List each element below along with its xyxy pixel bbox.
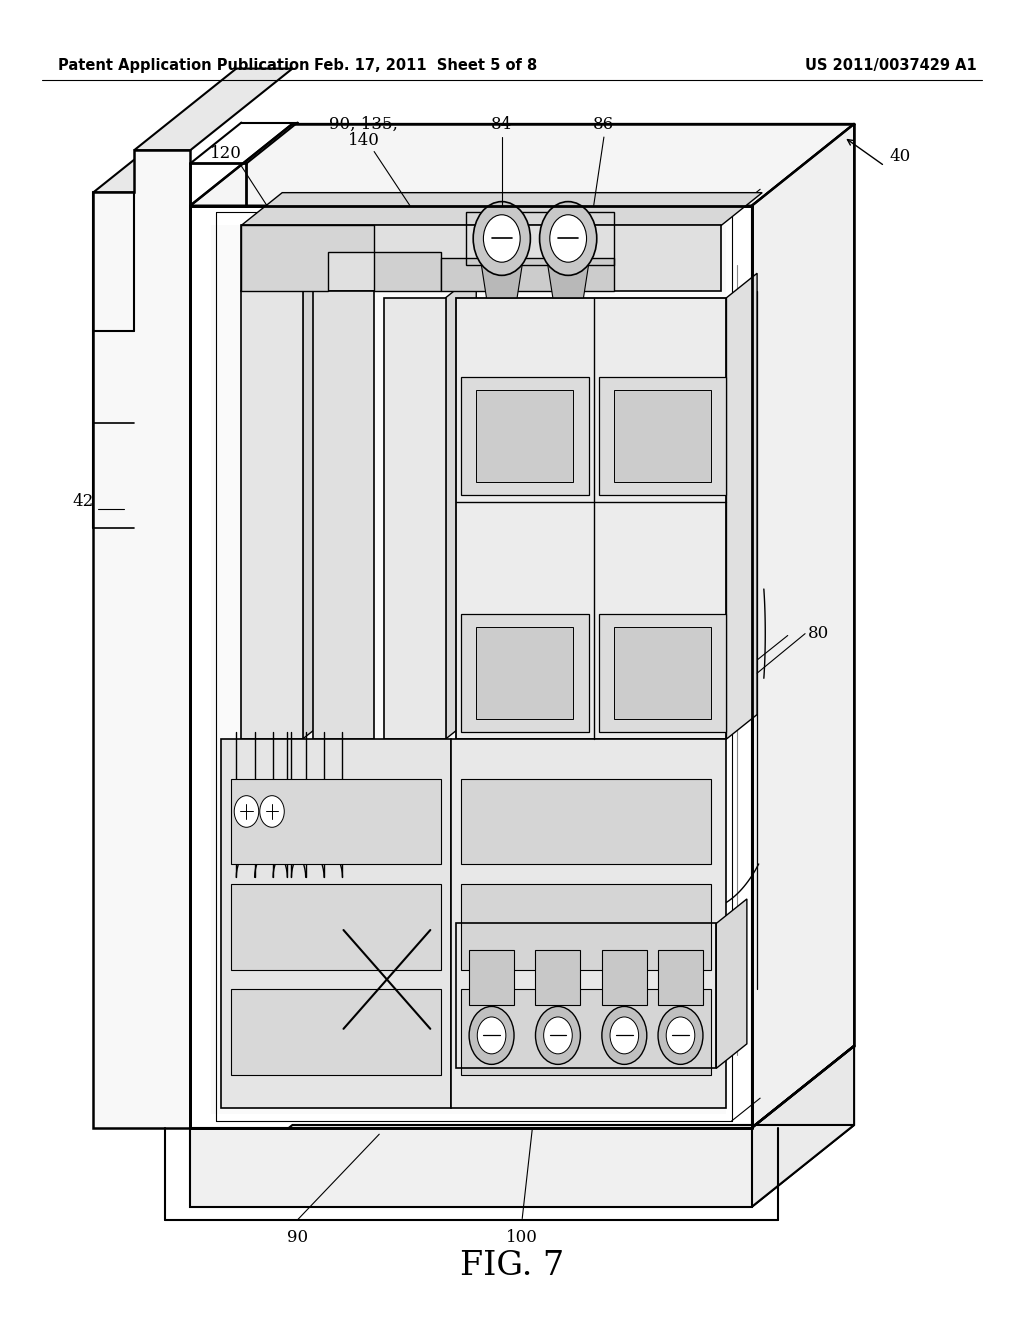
Polygon shape xyxy=(469,950,514,1005)
Polygon shape xyxy=(231,989,440,1074)
Circle shape xyxy=(483,215,520,263)
Polygon shape xyxy=(461,376,589,495)
Polygon shape xyxy=(231,779,440,865)
Polygon shape xyxy=(536,950,581,1005)
Circle shape xyxy=(610,1016,639,1053)
Polygon shape xyxy=(614,627,711,719)
Polygon shape xyxy=(461,614,589,733)
Polygon shape xyxy=(461,779,711,865)
Polygon shape xyxy=(614,389,711,482)
Text: 90, 135,: 90, 135, xyxy=(330,116,398,133)
Text: FIG. 7: FIG. 7 xyxy=(460,1250,564,1282)
Polygon shape xyxy=(451,739,726,1107)
Polygon shape xyxy=(313,292,374,739)
Polygon shape xyxy=(190,1125,854,1206)
Text: 90: 90 xyxy=(287,1229,308,1246)
Circle shape xyxy=(667,1016,695,1053)
Polygon shape xyxy=(658,950,702,1005)
Polygon shape xyxy=(752,124,854,1127)
Circle shape xyxy=(658,1006,702,1064)
Polygon shape xyxy=(190,124,854,206)
Circle shape xyxy=(536,1006,581,1064)
Polygon shape xyxy=(476,627,573,719)
Polygon shape xyxy=(752,1045,854,1206)
Polygon shape xyxy=(134,69,293,150)
Polygon shape xyxy=(440,259,614,292)
Text: 40: 40 xyxy=(890,148,911,165)
Polygon shape xyxy=(461,884,711,970)
Text: US 2011/0037429 A1: US 2011/0037429 A1 xyxy=(805,58,977,73)
Polygon shape xyxy=(303,263,338,739)
Polygon shape xyxy=(456,298,726,739)
Polygon shape xyxy=(190,1127,752,1206)
Polygon shape xyxy=(242,226,721,292)
Polygon shape xyxy=(93,150,190,1127)
Text: 100: 100 xyxy=(506,1229,539,1246)
Polygon shape xyxy=(374,252,440,292)
Circle shape xyxy=(550,215,587,263)
Polygon shape xyxy=(726,273,757,739)
Polygon shape xyxy=(548,265,589,298)
Circle shape xyxy=(473,202,530,276)
Polygon shape xyxy=(93,111,237,193)
Polygon shape xyxy=(221,739,451,1107)
Polygon shape xyxy=(211,226,726,1114)
Polygon shape xyxy=(602,950,647,1005)
Text: 42: 42 xyxy=(72,494,93,511)
Circle shape xyxy=(477,1016,506,1053)
Circle shape xyxy=(540,202,597,276)
Polygon shape xyxy=(599,614,726,733)
Polygon shape xyxy=(242,193,762,226)
Polygon shape xyxy=(476,389,573,482)
Circle shape xyxy=(234,796,259,828)
Text: 80: 80 xyxy=(808,626,829,642)
Text: Feb. 17, 2011  Sheet 5 of 8: Feb. 17, 2011 Sheet 5 of 8 xyxy=(313,58,537,73)
Text: 140: 140 xyxy=(348,132,380,149)
Polygon shape xyxy=(461,989,711,1074)
Circle shape xyxy=(469,1006,514,1064)
Text: 86: 86 xyxy=(593,116,614,133)
Text: 120: 120 xyxy=(210,145,242,162)
Text: 84: 84 xyxy=(492,116,512,133)
Polygon shape xyxy=(231,884,440,970)
Polygon shape xyxy=(242,292,303,739)
Circle shape xyxy=(602,1006,647,1064)
Polygon shape xyxy=(599,376,726,495)
Text: Patent Application Publication: Patent Application Publication xyxy=(57,58,309,73)
Polygon shape xyxy=(242,226,374,292)
Circle shape xyxy=(260,796,285,828)
Polygon shape xyxy=(384,298,445,739)
Polygon shape xyxy=(716,899,746,1068)
Polygon shape xyxy=(481,265,522,298)
Polygon shape xyxy=(445,273,476,739)
Circle shape xyxy=(544,1016,572,1053)
